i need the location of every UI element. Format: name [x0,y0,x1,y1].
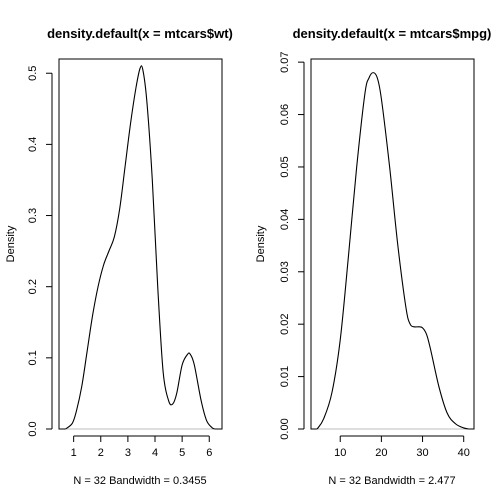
x-tick-label: 40 [458,447,470,459]
x-axis-label: N = 32 Bandwidth = 0.3455 [73,475,206,487]
y-tick-label: 0.0 [27,421,39,436]
y-tick-label: 0.06 [279,104,291,125]
x-tick-label: 1 [71,447,77,459]
x-tick-label: 20 [375,447,387,459]
x-tick-label: 10 [334,447,346,459]
density-curve [65,65,216,430]
x-axis-label: N = 32 Bandwidth = 2.477 [328,475,455,487]
y-tick-label: 0.01 [279,366,291,387]
y-tick-label: 0.3 [27,208,39,223]
x-tick-label: 2 [98,447,104,459]
x-axis: 10 20 30 40 [334,435,470,459]
y-tick-label: 0.2 [27,279,39,294]
x-tick-label: 5 [179,447,185,459]
chart-title: density.default(x = mtcars$wt) [47,26,233,41]
y-tick-label: 0.05 [279,156,291,177]
y-tick-label: 0.00 [279,418,291,439]
y-tick-label: 0.4 [27,137,39,152]
y-tick-label: 0.02 [279,313,291,334]
y-axis-label: Density [255,225,267,262]
y-tick-label: 0.5 [27,66,39,81]
y-axis-label: Density [5,225,17,262]
x-tick-label: 30 [416,447,428,459]
density-curve [316,72,470,430]
y-tick-label: 0.07 [279,51,291,72]
y-tick-label: 0.03 [279,261,291,282]
y-tick-label: 0.04 [279,209,291,230]
chart-title: density.default(x = mtcars$mpg) [293,26,492,41]
x-tick-label: 6 [206,447,212,459]
density-plot-mpg: density.default(x = mtcars$mpg) 0.00 0.01… [255,26,491,487]
x-tick-label: 3 [125,447,131,459]
y-axis: 0.0 0.1 0.2 0.3 0.4 0.5 [27,66,53,437]
density-plot-wt: density.default(x = mtcars$wt) 0.0 0.1 0.2… [5,26,233,487]
y-axis: 0.00 0.01 0.02 0.03 0.04 0.05 0.06 0.07 [279,51,305,440]
x-axis: 1 2 3 4 5 6 [71,435,212,459]
y-tick-label: 0.1 [27,350,39,365]
x-tick-label: 4 [152,447,158,459]
